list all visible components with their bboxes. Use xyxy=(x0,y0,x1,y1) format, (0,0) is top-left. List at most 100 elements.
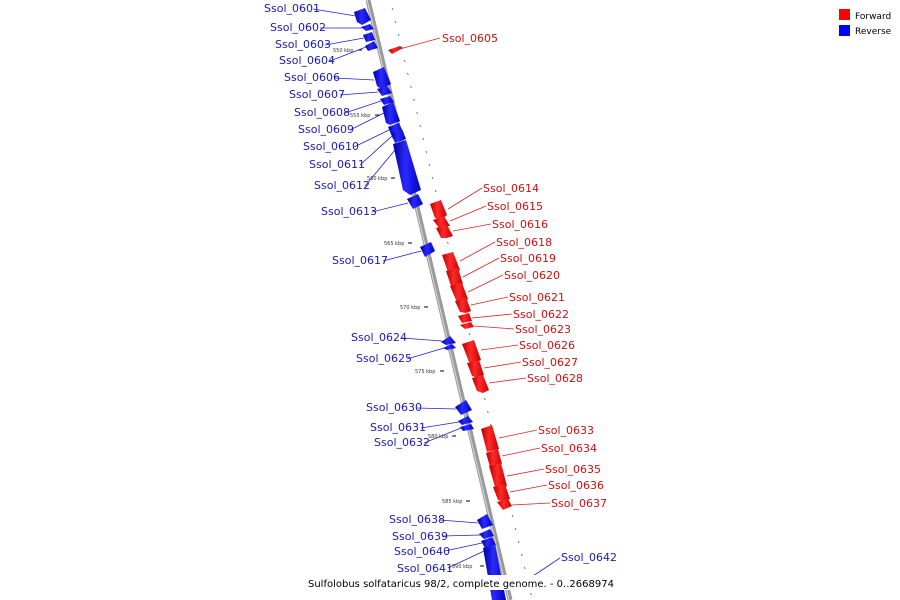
legend-swatch-reverse xyxy=(839,25,850,36)
gene-label[interactable]: Ssol_0618 xyxy=(496,236,552,249)
gene-ssol-0605[interactable] xyxy=(388,46,403,54)
scale-tick-label: 565 kbp xyxy=(384,241,404,247)
gene-ssol-0631[interactable] xyxy=(458,416,473,425)
gene-label[interactable]: Ssol_0617 xyxy=(332,254,388,267)
gene-ssol-0635[interactable] xyxy=(489,463,507,489)
track-marker xyxy=(434,189,437,193)
gene-label[interactable]: Ssol_0609 xyxy=(298,123,354,136)
gene-ssol-0601[interactable] xyxy=(354,8,371,25)
scale-tick: 555 kbp xyxy=(350,113,379,119)
gene-label[interactable]: Ssol_0614 xyxy=(483,182,539,195)
gene-ssol-0617[interactable] xyxy=(420,242,435,257)
gene-ssol-0611[interactable] xyxy=(391,129,406,143)
gene-label[interactable]: Ssol_0610 xyxy=(303,140,359,153)
gene-ssol-0612[interactable] xyxy=(393,140,421,195)
gene-label[interactable]: Ssol_0602 xyxy=(270,21,326,34)
gene-label[interactable]: Ssol_0604 xyxy=(279,54,335,67)
track-marker xyxy=(397,33,400,37)
gene-ssol-0630[interactable] xyxy=(455,400,472,415)
scale-tick: 585 kbp xyxy=(442,499,470,505)
gene-label[interactable]: Ssol_0608 xyxy=(294,106,350,119)
gene-ssol-0606[interactable] xyxy=(373,67,391,89)
gene-ssol-0607[interactable] xyxy=(377,86,392,96)
gene-ssol-0622[interactable] xyxy=(458,313,472,323)
gene-ssol-0621[interactable] xyxy=(455,297,471,313)
gene-ssol-0637[interactable] xyxy=(497,499,512,510)
gene-ssol-0613[interactable] xyxy=(407,194,423,209)
gene-label[interactable]: Ssol_0626 xyxy=(519,339,575,352)
gene-label[interactable]: Ssol_0619 xyxy=(500,252,556,265)
gene-ssol-0639[interactable] xyxy=(479,529,494,539)
gene-label[interactable]: Ssol_0607 xyxy=(289,88,345,101)
gene-label[interactable]: Ssol_0630 xyxy=(366,401,422,414)
gene-ssol-0626[interactable] xyxy=(462,340,481,363)
gene-label[interactable]: Ssol_0605 xyxy=(442,32,498,45)
gene-label[interactable]: Ssol_0631 xyxy=(370,421,426,434)
scale-tick-label: 575 kbp xyxy=(415,369,435,375)
legend-label-reverse: Reverse xyxy=(855,27,892,37)
gene-label[interactable]: Ssol_0603 xyxy=(275,38,331,51)
gene-label[interactable]: Ssol_0621 xyxy=(509,291,565,304)
forward-genes xyxy=(388,46,512,510)
scale-tick: 550 kbp xyxy=(333,48,362,54)
scale-tick-label: 570 kbp xyxy=(400,305,420,311)
gene-ssol-0633[interactable] xyxy=(481,425,499,452)
gene-label[interactable]: Ssol_0627 xyxy=(522,356,578,369)
reverse-leaders xyxy=(312,8,485,569)
gene-label[interactable]: Ssol_0639 xyxy=(392,530,448,543)
gene-label[interactable]: Ssol_0634 xyxy=(541,442,597,455)
gene-ssol-0632[interactable] xyxy=(460,424,474,431)
gene-label[interactable]: Ssol_0616 xyxy=(492,218,548,231)
track-marker xyxy=(410,85,412,89)
gene-ssol-0608[interactable] xyxy=(380,96,394,105)
gene-label[interactable]: Ssol_0632 xyxy=(374,436,430,449)
gene-label[interactable]: Ssol_0601 xyxy=(264,2,320,15)
gene-label[interactable]: Ssol_0624 xyxy=(351,331,407,344)
track-marker xyxy=(517,540,520,544)
gene-ssol-0624[interactable] xyxy=(441,336,456,345)
gene-ssol-0627[interactable] xyxy=(467,360,484,378)
gene-label[interactable]: Ssol_0623 xyxy=(515,323,571,336)
gene-label[interactable]: Ssol_0635 xyxy=(545,463,601,476)
gene-ssol-0614[interactable] xyxy=(430,200,447,220)
gene-label[interactable]: Ssol_0622 xyxy=(513,308,569,321)
gene-ssol-0623[interactable] xyxy=(460,322,474,329)
gene-label[interactable]: Ssol_0641 xyxy=(397,562,453,575)
gene-ssol-0620[interactable] xyxy=(450,283,468,302)
gene-label[interactable]: Ssol_0637 xyxy=(551,497,607,510)
gene-label[interactable]: Ssol_0640 xyxy=(394,545,450,558)
track-marker xyxy=(520,553,523,557)
gene-ssol-0634[interactable] xyxy=(486,449,502,467)
gene-label[interactable]: Ssol_0638 xyxy=(389,513,445,526)
gene-label[interactable]: Ssol_0633 xyxy=(538,424,594,437)
gene-label[interactable]: Ssol_0620 xyxy=(504,269,560,282)
gene-label[interactable]: Ssol_0642 xyxy=(561,551,617,564)
scale-tick: 580 kbp xyxy=(428,434,456,440)
gene-ssol-0636[interactable] xyxy=(493,484,510,502)
track-marker xyxy=(407,72,409,76)
gene-ssol-0619[interactable] xyxy=(446,268,463,286)
scale-tick-label: 560 kbp xyxy=(367,176,387,182)
gene-ssol-0638[interactable] xyxy=(477,514,493,529)
gene-ssol-0604[interactable] xyxy=(365,41,378,51)
gene-ssol-0602[interactable] xyxy=(361,24,374,31)
gene-label[interactable]: Ssol_0613 xyxy=(321,205,377,218)
gene-label[interactable]: Ssol_0625 xyxy=(356,352,412,365)
gene-label[interactable]: Ssol_0611 xyxy=(309,158,365,171)
gene-ssol-0609[interactable] xyxy=(382,102,400,125)
gene-ssol-0616[interactable] xyxy=(436,225,453,238)
gene-ssol-0625[interactable] xyxy=(443,344,456,350)
gene-label[interactable]: Ssol_0628 xyxy=(527,372,583,385)
gene-label[interactable]: Ssol_0615 xyxy=(487,200,543,213)
gene-label[interactable]: Ssol_0636 xyxy=(548,479,604,492)
gene-ssol-0618[interactable] xyxy=(442,252,460,273)
gene-ssol-0628[interactable] xyxy=(472,375,489,393)
gene-label[interactable]: Ssol_0606 xyxy=(284,71,340,84)
track-marker xyxy=(447,241,449,245)
gene-ssol-0615[interactable] xyxy=(433,216,450,228)
gene-ssol-0603[interactable] xyxy=(363,32,375,42)
gene-label[interactable]: Ssol_0612 xyxy=(314,179,370,192)
reverse-genes xyxy=(354,8,506,600)
